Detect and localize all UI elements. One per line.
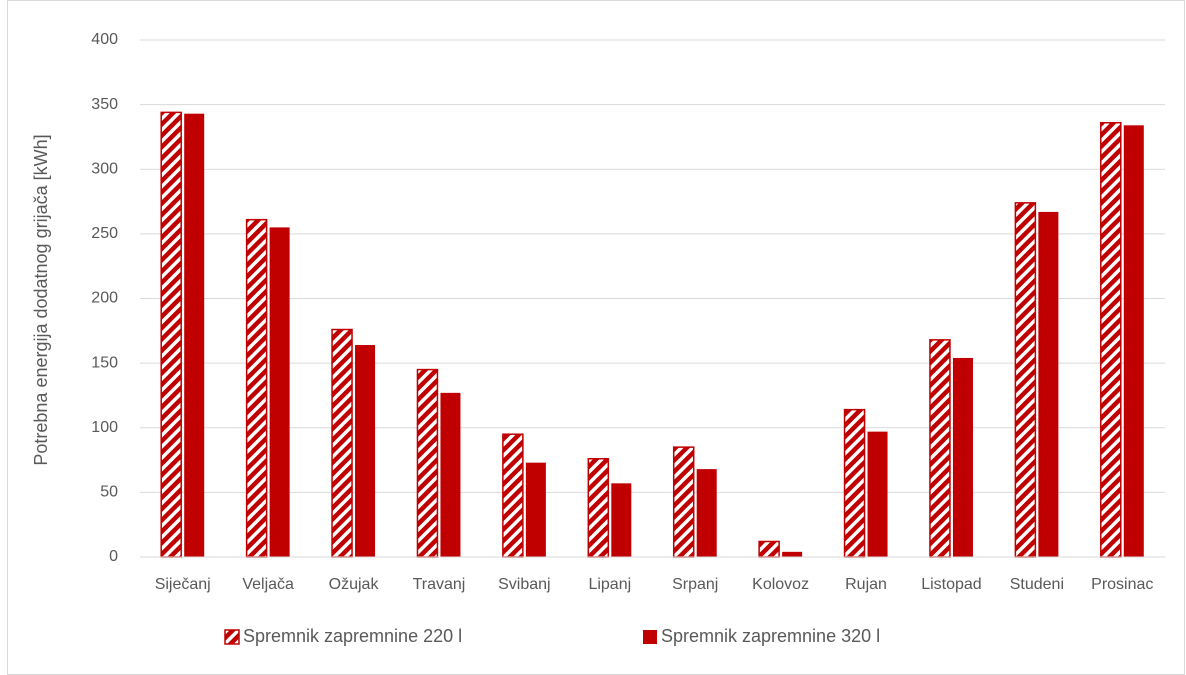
bar	[416, 368, 439, 558]
bar	[1100, 121, 1122, 558]
bar	[929, 339, 951, 558]
x-tick-label: Siječanj	[155, 576, 211, 593]
y-tick-label: 200	[91, 290, 118, 307]
bar	[160, 111, 182, 558]
y-tick-label: 300	[91, 160, 118, 177]
y-tick-label: 400	[91, 31, 118, 48]
y-axis-label: Potrebna energija dodatnog grijača [kWh]	[31, 134, 51, 465]
bar	[611, 483, 632, 557]
bar	[1014, 202, 1037, 558]
x-tick-label: Svibanj	[498, 576, 550, 593]
y-tick-label: 250	[91, 225, 118, 242]
y-tick-label: 350	[91, 96, 118, 113]
x-tick-label: Studeni	[1010, 576, 1064, 593]
bar	[331, 328, 353, 558]
bar	[184, 113, 205, 558]
x-tick-label: Veljača	[242, 576, 294, 593]
x-tick-label: Rujan	[845, 576, 887, 593]
legend-swatch	[643, 630, 657, 644]
bar	[843, 408, 866, 558]
y-tick-label: 0	[109, 548, 118, 565]
bar	[269, 227, 290, 557]
x-tick-label: Listopad	[921, 576, 982, 593]
bar	[867, 431, 888, 557]
bar	[952, 357, 973, 557]
legend-label: Spremnik zapremnine 220 l	[243, 626, 462, 646]
bar	[782, 551, 803, 557]
x-tick-label: Prosinac	[1091, 576, 1153, 593]
legend-label: Spremnik zapremnine 320 l	[661, 626, 880, 646]
y-tick-label: 50	[100, 484, 118, 501]
bar	[672, 446, 695, 558]
bar	[696, 469, 717, 557]
x-tick-label: Ožujak	[329, 576, 380, 593]
bar	[355, 345, 376, 557]
x-tick-label: Kolovoz	[752, 576, 809, 593]
bar	[587, 458, 610, 558]
bar	[440, 392, 461, 557]
bar	[1038, 211, 1059, 557]
bar	[758, 540, 780, 558]
bar	[502, 433, 524, 558]
x-tick-label: Srpanj	[672, 576, 718, 593]
y-tick-label: 150	[91, 354, 118, 371]
x-tick-label: Lipanj	[588, 576, 631, 593]
legend-swatch	[224, 629, 240, 645]
x-tick-label: Travanj	[413, 576, 466, 593]
y-tick-label: 100	[91, 419, 118, 436]
chart-border	[7, 0, 1185, 675]
bar	[525, 462, 546, 557]
bar	[1123, 125, 1144, 558]
bar	[245, 218, 268, 558]
